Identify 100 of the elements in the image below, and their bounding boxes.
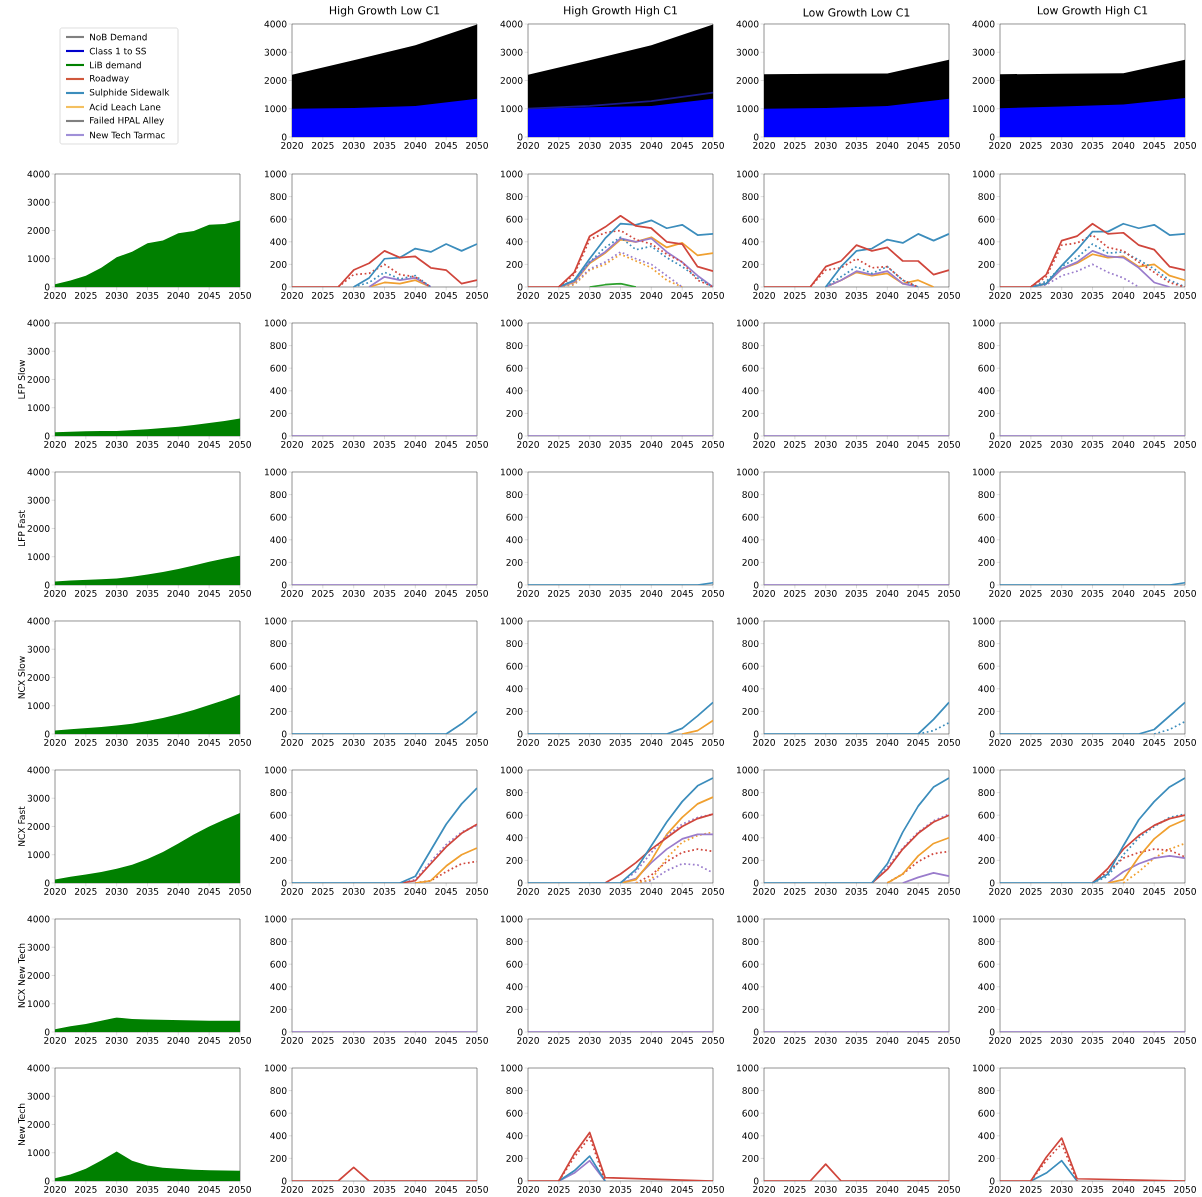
y-tick-label: 1000	[737, 319, 759, 327]
line-series	[1000, 1137, 1186, 1181]
x-tick-label: 2040	[1112, 738, 1135, 746]
y-tick-label: 400	[506, 983, 523, 991]
x-tick-label: 2030	[105, 440, 128, 448]
y-tick-label: 3000	[264, 48, 287, 56]
x-tick-label: 2040	[167, 1036, 190, 1044]
x-tick-label: 2035	[1081, 589, 1104, 597]
x-tick-label: 2040	[640, 440, 663, 448]
x-tick-label: 2045	[671, 291, 693, 299]
y-tick-label: 200	[270, 558, 287, 566]
y-tick-label: 0	[44, 1177, 50, 1185]
x-tick-label: 2025	[547, 291, 570, 299]
x-tick-label: 2045	[1143, 738, 1165, 746]
x-tick-label: 2040	[1112, 440, 1135, 448]
x-tick-label: 2045	[1143, 291, 1165, 299]
x-tick-label: 2035	[373, 141, 396, 149]
y-tick-label: 800	[506, 193, 523, 201]
x-tick-label: 2030	[105, 887, 128, 895]
x-tick-label: 2045	[1143, 141, 1165, 149]
x-tick-label: 2020	[44, 589, 66, 597]
y-tick-label: 800	[978, 491, 995, 499]
x-tick-label: 2035	[845, 141, 868, 149]
x-tick-label: 2025	[547, 1185, 570, 1193]
y-tick-label: 1000	[973, 319, 995, 327]
y-tick-label: 0	[44, 879, 50, 887]
x-tick-label: 2045	[198, 1036, 220, 1044]
line-series	[1107, 818, 1186, 883]
x-tick-label: 2030	[578, 291, 601, 299]
y-tick-label: 200	[742, 856, 759, 864]
x-tick-label: 2040	[404, 738, 427, 746]
y-tick-label: 800	[506, 938, 523, 946]
y-tick-label: 0	[753, 581, 759, 589]
y-tick-label: 1000	[265, 105, 287, 113]
y-tick-label: 200	[978, 558, 995, 566]
x-tick-label: 2020	[989, 291, 1011, 299]
x-tick-label: 2020	[44, 291, 66, 299]
y-tick-label: 600	[742, 811, 759, 819]
x-tick-label: 2020	[281, 887, 303, 895]
x-tick-label: 2045	[671, 1185, 693, 1193]
x-tick-label: 2025	[1019, 141, 1042, 149]
y-tick-label: 200	[506, 558, 523, 566]
y-tick-label: 1000	[737, 468, 759, 476]
y-tick-label: 0	[281, 1028, 287, 1036]
x-tick-label: 2030	[1050, 887, 1073, 895]
x-tick-label: 2035	[1081, 141, 1104, 149]
x-tick-label: 2035	[845, 887, 868, 895]
x-tick-label: 2025	[311, 440, 334, 448]
x-tick-label: 2030	[1050, 589, 1073, 597]
y-tick-label: 1000	[737, 170, 759, 178]
x-tick-label: 2025	[311, 1036, 334, 1044]
x-tick-label: 2045	[907, 738, 929, 746]
y-tick-label: 200	[742, 1154, 759, 1162]
x-tick-label: 2035	[373, 738, 396, 746]
x-tick-label: 2035	[136, 589, 159, 597]
y-tick-label: 400	[270, 238, 287, 246]
x-tick-label: 2040	[640, 589, 663, 597]
x-tick-label: 2030	[578, 1185, 601, 1193]
chart-title: Low Growth High C1	[1037, 6, 1148, 17]
x-tick-label: 2030	[1050, 440, 1073, 448]
y-tick-label: 600	[978, 662, 995, 670]
x-tick-label: 2040	[1112, 1185, 1135, 1193]
y-tick-label: 800	[270, 789, 287, 797]
x-tick-label: 2050	[229, 1036, 251, 1044]
y-tick-label: 600	[506, 1109, 523, 1117]
x-tick-label: 2020	[517, 291, 539, 299]
y-tick-label: 400	[270, 983, 287, 991]
y-tick-label: 1000	[265, 617, 287, 625]
y-tick-label: 1000	[737, 617, 759, 625]
y-tick-label: 1000	[501, 468, 523, 476]
y-tick-label: 1000	[28, 404, 50, 412]
x-tick-label: 2020	[517, 440, 539, 448]
y-tick-label: 0	[753, 283, 759, 291]
x-tick-label: 2040	[404, 1185, 427, 1193]
y-tick-label: 800	[270, 938, 287, 946]
x-tick-label: 2030	[578, 738, 601, 746]
y-tick-label: 0	[989, 581, 995, 589]
y-tick-label: 400	[742, 1132, 759, 1140]
y-tick-label: 800	[742, 640, 759, 648]
chart-title: Low Growth Low C1	[803, 8, 910, 17]
legend-label: Acid Leach Lane	[89, 103, 161, 111]
x-tick-label: 2050	[1174, 887, 1196, 895]
x-tick-label: 2045	[435, 589, 457, 597]
x-tick-label: 2030	[342, 1185, 365, 1193]
x-tick-label: 2020	[989, 141, 1011, 149]
y-tick-label: 200	[742, 260, 759, 268]
x-tick-label: 2050	[938, 887, 960, 895]
x-tick-label: 2045	[907, 291, 929, 299]
y-tick-label: 1000	[973, 170, 995, 178]
x-tick-label: 2025	[1019, 1185, 1042, 1193]
y-tick-label: 200	[506, 707, 523, 715]
y-tick-label: 0	[517, 432, 523, 440]
x-tick-label: 2025	[783, 1036, 806, 1044]
y-tick-label: 400	[506, 387, 523, 395]
y-tick-label: 200	[742, 558, 759, 566]
y-tick-label: 0	[44, 581, 50, 589]
y-tick-label: 0	[989, 432, 995, 440]
x-tick-label: 2025	[311, 738, 334, 746]
y-tick-label: 400	[978, 1132, 995, 1140]
x-tick-label: 2035	[373, 1185, 396, 1193]
